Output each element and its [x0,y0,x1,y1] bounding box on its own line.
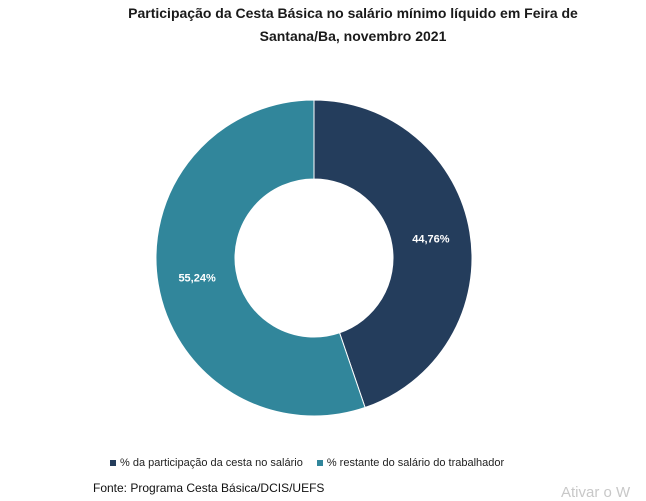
chart-legend: % da participação da cesta no salário % … [110,457,518,469]
donut-slice-0 [313,99,473,409]
slice-data-label-0: 44,76% [412,234,450,246]
legend-swatch-cesta [110,460,116,466]
donut-slice-1 [155,99,366,417]
chart-title-line-1: Participação da Cesta Básica no salário … [128,5,578,21]
legend-label-cesta: % da participação da cesta no salário [120,457,303,469]
chart-title-line-2: Santana/Ba, novembro 2021 [259,28,447,44]
legend-item-restante: % restante do salário do trabalhador [316,457,505,469]
activation-watermark: Ativar o W [561,484,631,501]
source-note: Fonte: Programa Cesta Básica/DCIS/UEFS [93,481,325,495]
legend-swatch-restante [316,460,323,466]
legend-item-cesta: % da participação da cesta no salário [110,457,303,469]
chart-title: Participação da Cesta Básica no salário … [0,2,646,48]
legend-label-restante: % restante do salário do trabalhador [326,457,505,469]
slice-data-label-1: 55,24% [178,272,216,284]
